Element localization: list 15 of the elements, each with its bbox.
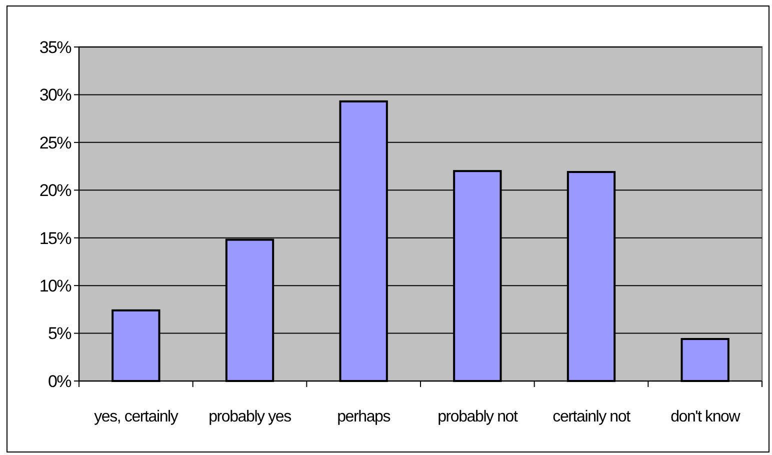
y-tick-label: 5% [48,324,72,344]
y-tick-label: 20% [39,181,72,200]
bar [680,338,730,382]
x-tick-label: perhaps [337,408,391,426]
y-tick-label: 30% [39,86,72,105]
x-tick-label: probably yes [208,408,292,426]
y-tick-label: 0% [48,372,72,391]
x-tick-label: yes, certainly [94,408,178,426]
y-tick-label: 25% [39,133,72,152]
y-tick-label: 15% [39,228,72,248]
x-tick-label: probably not [438,408,518,426]
x-tick-label: don't know [670,408,741,426]
y-tick-label: 10% [39,276,72,296]
x-tick-label: certainly not [552,408,632,426]
y-tick-label: 35% [39,38,72,57]
